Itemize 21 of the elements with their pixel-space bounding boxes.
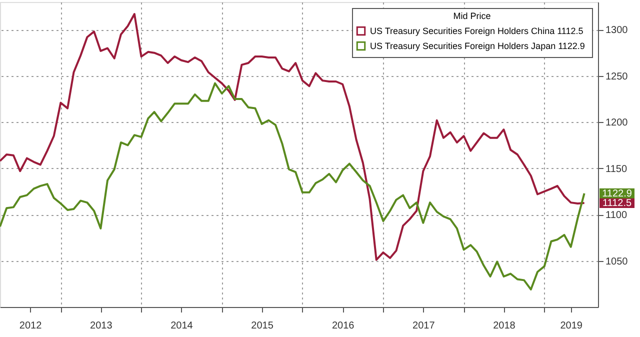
y-tick-label: 1050 (606, 256, 628, 268)
legend-label: US Treasury Securities Foreign Holders Japan 1122.9 (370, 41, 585, 51)
y-tick-label: 1100 (606, 210, 628, 222)
legend-title: Mid Price (453, 11, 491, 21)
annotation: 1122.9 (602, 188, 632, 200)
x-tick-label: 2018 (493, 320, 516, 332)
x-tick-label: 2012 (19, 320, 42, 332)
y-tick-label: 1300 (606, 25, 628, 36)
x-tick-label: 2019 (560, 320, 583, 332)
legend-label: US Treasury Securities Foreign Holders China 1112.5 (370, 26, 584, 36)
annotation: 1112.5 (602, 198, 632, 210)
line-series (0, 13, 586, 261)
x-tick-label: 2014 (170, 320, 194, 332)
x-tick-label: 2017 (412, 320, 436, 332)
line-series (0, 82, 586, 290)
y-tick-label: 1250 (606, 71, 628, 82)
x-tick-label: 2013 (90, 320, 113, 332)
x-tick-label: 2015 (251, 320, 274, 332)
y-tick-label: 1150 (606, 164, 628, 175)
x-tick-label: 2016 (332, 320, 355, 332)
y-tick-label: 1200 (606, 118, 628, 129)
